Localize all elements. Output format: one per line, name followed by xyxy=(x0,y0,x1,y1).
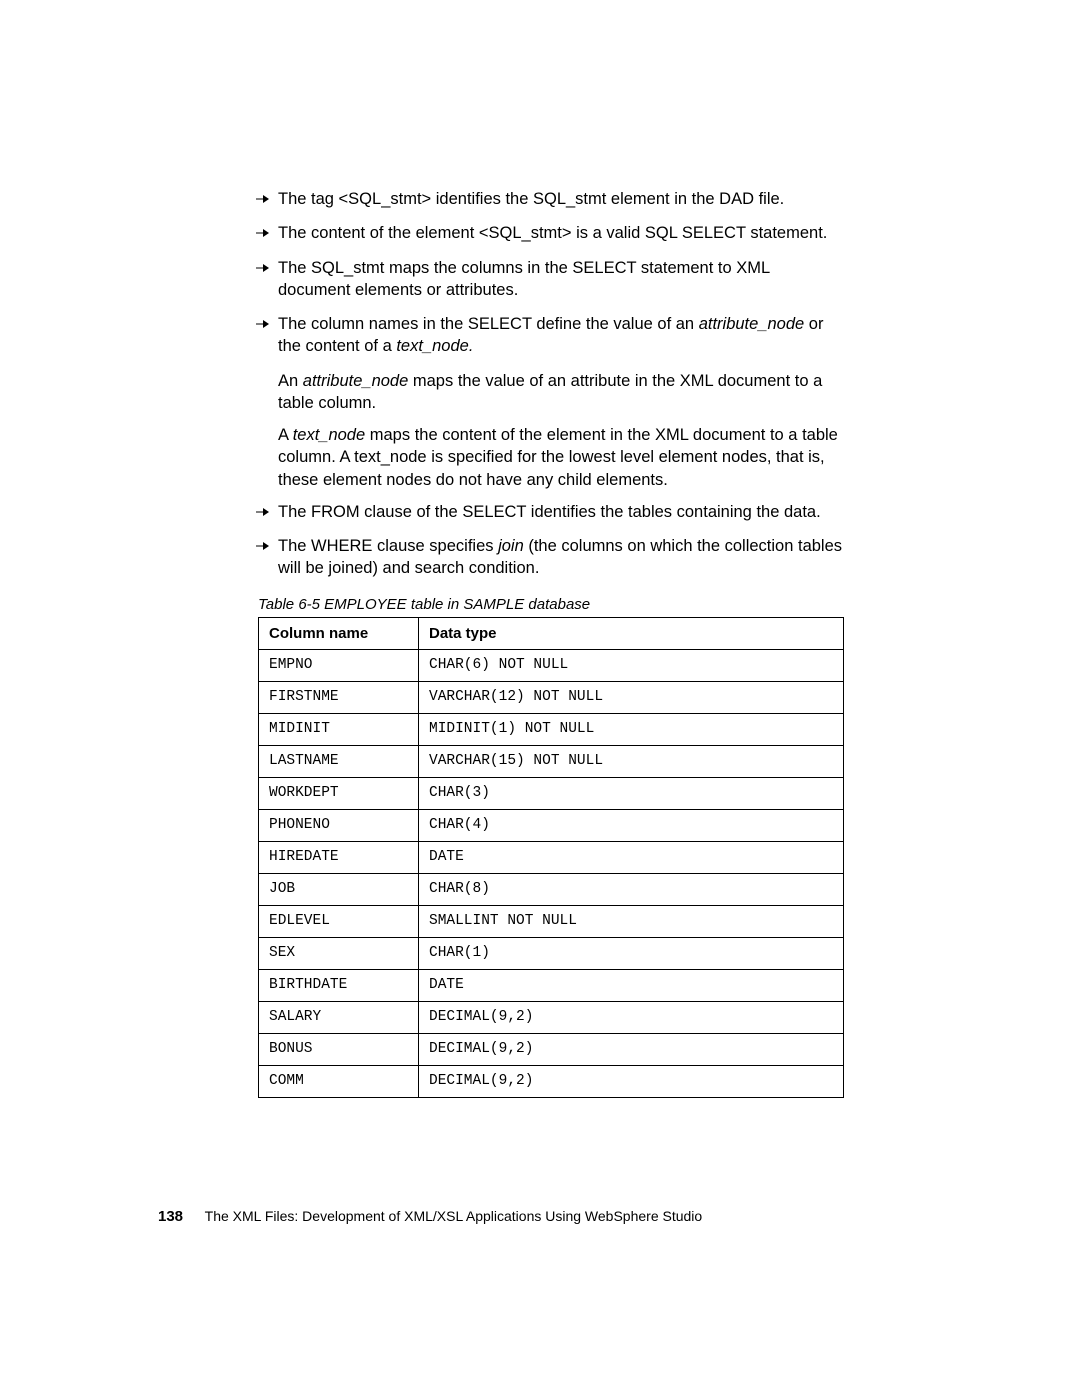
table-header-col1: Column name xyxy=(259,617,419,649)
table-cell: DATE xyxy=(419,969,844,1001)
table-row: LASTNAMEVARCHAR(15) NOT NULL xyxy=(259,745,844,777)
table-cell: CHAR(8) xyxy=(419,873,844,905)
table-cell: EDLEVEL xyxy=(259,905,419,937)
table-row: SALARYDECIMAL(9,2) xyxy=(259,1001,844,1033)
table-row: FIRSTNMEVARCHAR(12) NOT NULL xyxy=(259,681,844,713)
page-number: 138 xyxy=(158,1208,183,1225)
text-span: The WHERE clause specifies xyxy=(278,537,498,555)
text-span: The SQL_stmt maps the columns in the SEL… xyxy=(278,259,770,299)
bullet-text: The content of the element <SQL_stmt> is… xyxy=(278,224,827,242)
sub-paragraph: A text_node maps the content of the elem… xyxy=(258,424,844,491)
table-cell: HIREDATE xyxy=(259,841,419,873)
table-cell: FIRSTNME xyxy=(259,681,419,713)
table-cell: BIRTHDATE xyxy=(259,969,419,1001)
table-row: MIDINITMIDINIT(1) NOT NULL xyxy=(259,713,844,745)
table-cell: VARCHAR(15) NOT NULL xyxy=(419,745,844,777)
bullet-item: The WHERE clause specifies join (the col… xyxy=(258,535,844,580)
table-caption: Table 6-5 EMPLOYEE table in SAMPLE datab… xyxy=(258,596,844,613)
text-span: The column names in the SELECT define th… xyxy=(278,315,699,333)
table-row: JOBCHAR(8) xyxy=(259,873,844,905)
table-cell: JOB xyxy=(259,873,419,905)
table-cell: MIDINIT xyxy=(259,713,419,745)
table-cell: EMPNO xyxy=(259,649,419,681)
table-row: SEXCHAR(1) xyxy=(259,937,844,969)
table-cell: CHAR(3) xyxy=(419,777,844,809)
table-cell: COMM xyxy=(259,1065,419,1097)
text-span: The content of the element <SQL_stmt> is… xyxy=(278,224,827,242)
table-row: HIREDATEDATE xyxy=(259,841,844,873)
footer-title: The XML Files: Development of XML/XSL Ap… xyxy=(205,1208,703,1224)
table-cell: CHAR(1) xyxy=(419,937,844,969)
table-row: COMMDECIMAL(9,2) xyxy=(259,1065,844,1097)
text-span: attribute_node xyxy=(699,315,805,333)
text-span: text_node. xyxy=(396,337,473,355)
table-cell: DECIMAL(9,2) xyxy=(419,1065,844,1097)
text-span: text_node xyxy=(293,426,365,444)
table-cell: LASTNAME xyxy=(259,745,419,777)
bullet-item: The column names in the SELECT define th… xyxy=(258,313,844,358)
bullet-arrow-icon xyxy=(256,261,270,275)
bullet-item: The SQL_stmt maps the columns in the SEL… xyxy=(258,257,844,302)
bullet-item: The tag <SQL_stmt> identifies the SQL_st… xyxy=(258,188,844,210)
bullet-arrow-icon xyxy=(256,192,270,206)
text-span: An xyxy=(278,372,303,390)
table-cell: VARCHAR(12) NOT NULL xyxy=(419,681,844,713)
bullet-list: The tag <SQL_stmt> identifies the SQL_st… xyxy=(258,188,844,580)
table-cell: DECIMAL(9,2) xyxy=(419,1001,844,1033)
text-span: The tag <SQL_stmt> identifies the SQL_st… xyxy=(278,190,784,208)
table-cell: WORKDEPT xyxy=(259,777,419,809)
bullet-text: The WHERE clause specifies join (the col… xyxy=(278,537,842,577)
table-cell: CHAR(6) NOT NULL xyxy=(419,649,844,681)
bullet-text: The SQL_stmt maps the columns in the SEL… xyxy=(278,259,770,299)
bullet-text: The FROM clause of the SELECT identifies… xyxy=(278,503,821,521)
bullet-item: The content of the element <SQL_stmt> is… xyxy=(258,222,844,244)
bullet-arrow-icon xyxy=(256,539,270,553)
table-row: PHONENOCHAR(4) xyxy=(259,809,844,841)
bullet-item: The FROM clause of the SELECT identifies… xyxy=(258,501,844,523)
employee-table: Column name Data type EMPNOCHAR(6) NOT N… xyxy=(258,617,844,1098)
bullet-arrow-icon xyxy=(256,226,270,240)
sub-paragraph: An attribute_node maps the value of an a… xyxy=(258,370,844,415)
table-cell: PHONENO xyxy=(259,809,419,841)
table-cell: DATE xyxy=(419,841,844,873)
bullet-text: The column names in the SELECT define th… xyxy=(278,315,823,355)
table-cell: CHAR(4) xyxy=(419,809,844,841)
text-span: A xyxy=(278,426,293,444)
bullet-arrow-icon xyxy=(256,505,270,519)
table-row: BONUSDECIMAL(9,2) xyxy=(259,1033,844,1065)
table-cell: BONUS xyxy=(259,1033,419,1065)
footer: 138 The XML Files: Development of XML/XS… xyxy=(158,1208,918,1225)
text-span: The FROM clause of the SELECT identifies… xyxy=(278,503,821,521)
table-header-col2: Data type xyxy=(419,617,844,649)
bullet-arrow-icon xyxy=(256,317,270,331)
table-cell: SEX xyxy=(259,937,419,969)
bullet-text: The tag <SQL_stmt> identifies the SQL_st… xyxy=(278,190,784,208)
page: The tag <SQL_stmt> identifies the SQL_st… xyxy=(0,0,1080,1397)
content-area: The tag <SQL_stmt> identifies the SQL_st… xyxy=(258,188,844,1098)
table-cell: DECIMAL(9,2) xyxy=(419,1033,844,1065)
table-header-row: Column name Data type xyxy=(259,617,844,649)
text-span: attribute_node xyxy=(303,372,409,390)
table-row: EMPNOCHAR(6) NOT NULL xyxy=(259,649,844,681)
table-row: EDLEVELSMALLINT NOT NULL xyxy=(259,905,844,937)
text-span: join xyxy=(498,537,524,555)
table-row: WORKDEPTCHAR(3) xyxy=(259,777,844,809)
table-cell: SMALLINT NOT NULL xyxy=(419,905,844,937)
table-cell: MIDINIT(1) NOT NULL xyxy=(419,713,844,745)
table-row: BIRTHDATEDATE xyxy=(259,969,844,1001)
table-cell: SALARY xyxy=(259,1001,419,1033)
